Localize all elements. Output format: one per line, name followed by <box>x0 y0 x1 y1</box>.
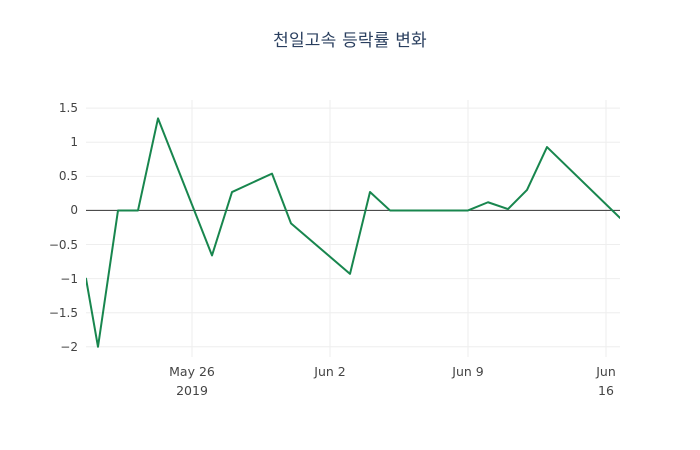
chart-title: 천일고속 등락률 변화 <box>273 31 427 51</box>
x-axis-tick-labels: May 26 2019 Jun 2 Jun 9 Jun 16 <box>86 362 620 422</box>
y-tick-label: 1.5 <box>58 101 78 116</box>
y-tick-label: −0.5 <box>48 237 78 252</box>
data-series-line <box>86 117 620 348</box>
y-axis-tick-labels: 1.5 1 0.5 0 −0.5 −1 −1.5 −2 <box>0 100 78 357</box>
x-tick-label: Jun 2 <box>314 364 346 379</box>
y-tick-label: 0 <box>70 203 78 218</box>
x-tick-label: May 26 2019 <box>169 364 215 399</box>
y-tick-label: 0.5 <box>58 169 78 184</box>
line-chart-svg <box>86 100 620 357</box>
plot-area <box>86 100 620 357</box>
y-tick-label: −1 <box>60 271 78 286</box>
vertical-gridlines <box>191 100 607 357</box>
x-tick-label: Jun 16 <box>596 364 616 399</box>
x-tick-label: Jun 9 <box>452 364 484 379</box>
y-tick-label: −1.5 <box>48 305 78 320</box>
series-line-등락률 <box>86 117 620 348</box>
y-tick-label: 1 <box>70 135 78 150</box>
y-tick-label: −2 <box>60 339 78 354</box>
horizontal-gridlines <box>86 107 620 348</box>
